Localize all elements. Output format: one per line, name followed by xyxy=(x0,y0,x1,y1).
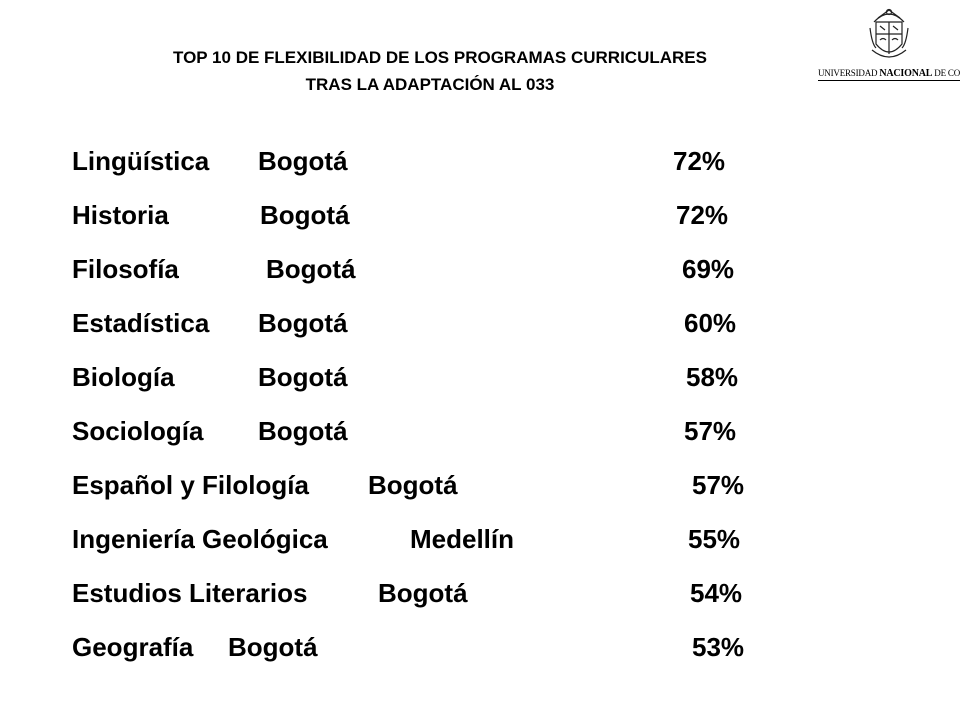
program-campus: Bogotá xyxy=(258,416,348,446)
program-campus: Bogotá xyxy=(266,254,356,284)
list-item: Estadística Bogotá 60% xyxy=(72,300,772,354)
university-name-strong: NACIONAL xyxy=(879,68,933,79)
program-name: Español y Filología xyxy=(72,470,309,500)
program-percent: 53% xyxy=(692,632,745,662)
list-item: Sociología Bogotá 57% xyxy=(72,408,772,462)
university-name-suffix: DE COLOMBIA xyxy=(934,68,960,78)
program-campus: Bogotá xyxy=(258,308,348,338)
program-name: Lingüística xyxy=(72,146,210,176)
program-name: Estadística xyxy=(72,308,210,338)
logo-divider xyxy=(818,80,960,81)
program-percent: 54% xyxy=(690,578,743,608)
title-line-2: TRAS LA ADAPTACIÓN AL 033 xyxy=(305,75,555,94)
program-campus: Bogotá xyxy=(258,362,348,392)
list-item: Lingüística Bogotá 72% xyxy=(72,138,772,192)
list-item: Estudios Literarios Bogotá 54% xyxy=(72,570,772,624)
program-name: Estudios Literarios xyxy=(72,578,308,608)
program-campus: Bogotá xyxy=(260,200,350,230)
program-campus: Bogotá xyxy=(378,578,468,608)
program-percent: 57% xyxy=(692,470,745,500)
university-name-prefix: UNIVERSIDAD xyxy=(818,68,880,78)
university-crest-icon xyxy=(869,8,909,58)
list-item: Ingeniería Geológica Medellín 55% xyxy=(72,516,772,570)
program-percent: 72% xyxy=(676,200,729,230)
program-percent: 72% xyxy=(673,146,726,176)
program-percent: 60% xyxy=(684,308,737,338)
program-ranking-list: Lingüística Bogotá 72% Historia Bogotá 7… xyxy=(72,138,772,678)
university-logo: UNIVERSIDAD NACIONAL DE COLOMBIA xyxy=(818,4,960,84)
list-item: Geografía Bogotá 53% xyxy=(72,624,772,678)
program-campus: Bogotá xyxy=(368,470,458,500)
program-campus: Bogotá xyxy=(228,632,318,662)
program-name: Geografía xyxy=(72,632,194,662)
university-name: UNIVERSIDAD NACIONAL DE COLOMBIA xyxy=(818,68,960,79)
program-campus: Bogotá xyxy=(258,146,348,176)
list-item: Historia Bogotá 72% xyxy=(72,192,772,246)
program-name: Ingeniería Geológica xyxy=(72,524,328,554)
list-item: Español y Filología Bogotá 57% xyxy=(72,462,772,516)
program-campus: Medellín xyxy=(410,524,515,554)
title-line-1: TOP 10 DE FLEXIBILIDAD DE LOS PROGRAMAS … xyxy=(173,48,707,67)
program-name: Historia xyxy=(72,200,169,230)
program-name: Filosofía xyxy=(72,254,179,284)
program-percent: 58% xyxy=(686,362,739,392)
program-percent: 55% xyxy=(688,524,741,554)
program-name: Sociología xyxy=(72,416,204,446)
page-title: TOP 10 DE FLEXIBILIDAD DE LOS PROGRAMAS … xyxy=(0,44,880,98)
list-item: Filosofía Bogotá 69% xyxy=(72,246,772,300)
program-percent: 69% xyxy=(682,254,735,284)
list-item: Biología Bogotá 58% xyxy=(72,354,772,408)
program-percent: 57% xyxy=(684,416,737,446)
program-name: Biología xyxy=(72,362,175,392)
